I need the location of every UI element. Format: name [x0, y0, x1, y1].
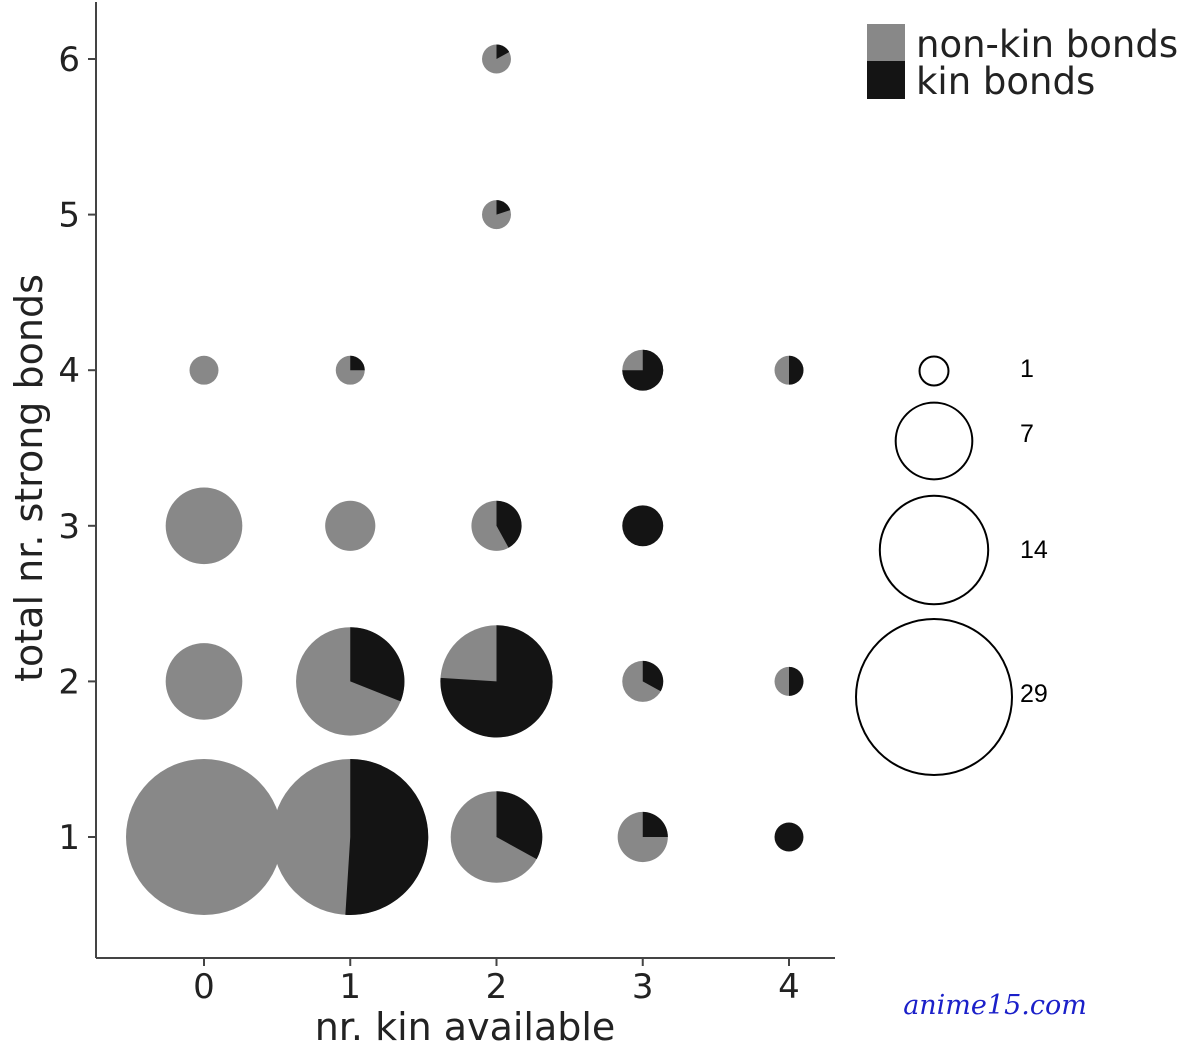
pie-marker	[189, 355, 219, 385]
kin-slice	[774, 822, 804, 852]
size-legend-label: 29	[1020, 680, 1048, 708]
pie-marker	[622, 505, 664, 547]
size-legend-circle	[918, 355, 950, 387]
pie-marker	[622, 349, 664, 391]
axes	[95, 2, 835, 959]
pie-marker	[272, 759, 429, 915]
watermark: anime15.com	[903, 990, 1087, 1021]
kin-slice	[789, 355, 804, 385]
non-kin-slice	[165, 487, 243, 565]
non-kin-slice	[325, 500, 376, 551]
y-tick-label: 6	[58, 40, 80, 80]
kin-slice	[350, 355, 365, 371]
size-legend-label: 1	[1020, 355, 1034, 383]
x-tick-label: 4	[778, 967, 800, 1007]
kin-slice	[642, 811, 668, 837]
y-tick-label: 3	[58, 507, 80, 547]
size-legend: 1 7 14 29	[855, 355, 1048, 776]
pie-marker	[296, 627, 405, 736]
legend-label-kin: kin bonds	[916, 60, 1095, 103]
legend-swatch-kin	[867, 61, 905, 99]
y-axis-title: total nr. strong bonds	[7, 274, 51, 682]
kin-slice	[642, 660, 664, 692]
size-legend-circle	[878, 494, 990, 606]
pie-marker	[450, 791, 543, 883]
size-legend-circle	[894, 401, 974, 481]
y-tick-label: 5	[58, 196, 80, 236]
x-tick-label: 0	[193, 967, 215, 1007]
kin-slice	[622, 505, 664, 547]
x-axis-title: nr. kin available	[315, 1005, 616, 1044]
x-tick-label: 2	[486, 967, 508, 1007]
size-legend-label: 7	[1020, 420, 1034, 448]
pie-marker	[774, 355, 804, 385]
kin-slice	[789, 666, 804, 696]
kin-slice	[350, 627, 405, 702]
legend-swatch-non-kin	[867, 24, 905, 62]
non-kin-slice	[189, 355, 219, 385]
x-tick-label: 3	[632, 967, 654, 1007]
pie-markers	[126, 44, 804, 915]
pie-marker	[482, 200, 511, 230]
size-legend-circle	[855, 618, 1013, 776]
pie-marker	[774, 666, 804, 696]
pie-marker	[617, 811, 668, 863]
pie-marker	[165, 487, 243, 565]
y-tick-label: 2	[58, 662, 80, 702]
non-kin-slice	[165, 643, 243, 720]
kin-slice	[622, 349, 664, 391]
pie-marker	[471, 500, 522, 551]
size-legend-label: 14	[1020, 536, 1048, 564]
kin-slice	[496, 44, 510, 59]
y-tick-label: 1	[58, 818, 80, 858]
pie-marker	[622, 660, 664, 702]
pie-marker	[325, 500, 376, 551]
ticks: 0 1 2 3 4 1 2 3 4 5 6	[58, 40, 799, 1007]
pie-marker	[482, 44, 511, 74]
kin-slice	[345, 759, 429, 915]
kin-slice	[496, 791, 543, 860]
y-tick-label: 4	[58, 351, 80, 391]
x-tick-label: 1	[339, 967, 361, 1007]
pie-marker	[335, 355, 365, 385]
pie-marker	[774, 822, 804, 852]
legend-label-non-kin: non-kin bonds	[916, 23, 1178, 66]
pie-marker	[126, 759, 282, 915]
pie-marker	[165, 643, 243, 720]
pie-marker	[440, 625, 553, 738]
kin-slice	[440, 625, 553, 738]
non-kin-slice	[126, 759, 282, 915]
kin-slice	[496, 200, 511, 215]
kin-slice	[496, 500, 522, 548]
color-legend: non-kin bonds kin bonds	[867, 23, 1178, 103]
